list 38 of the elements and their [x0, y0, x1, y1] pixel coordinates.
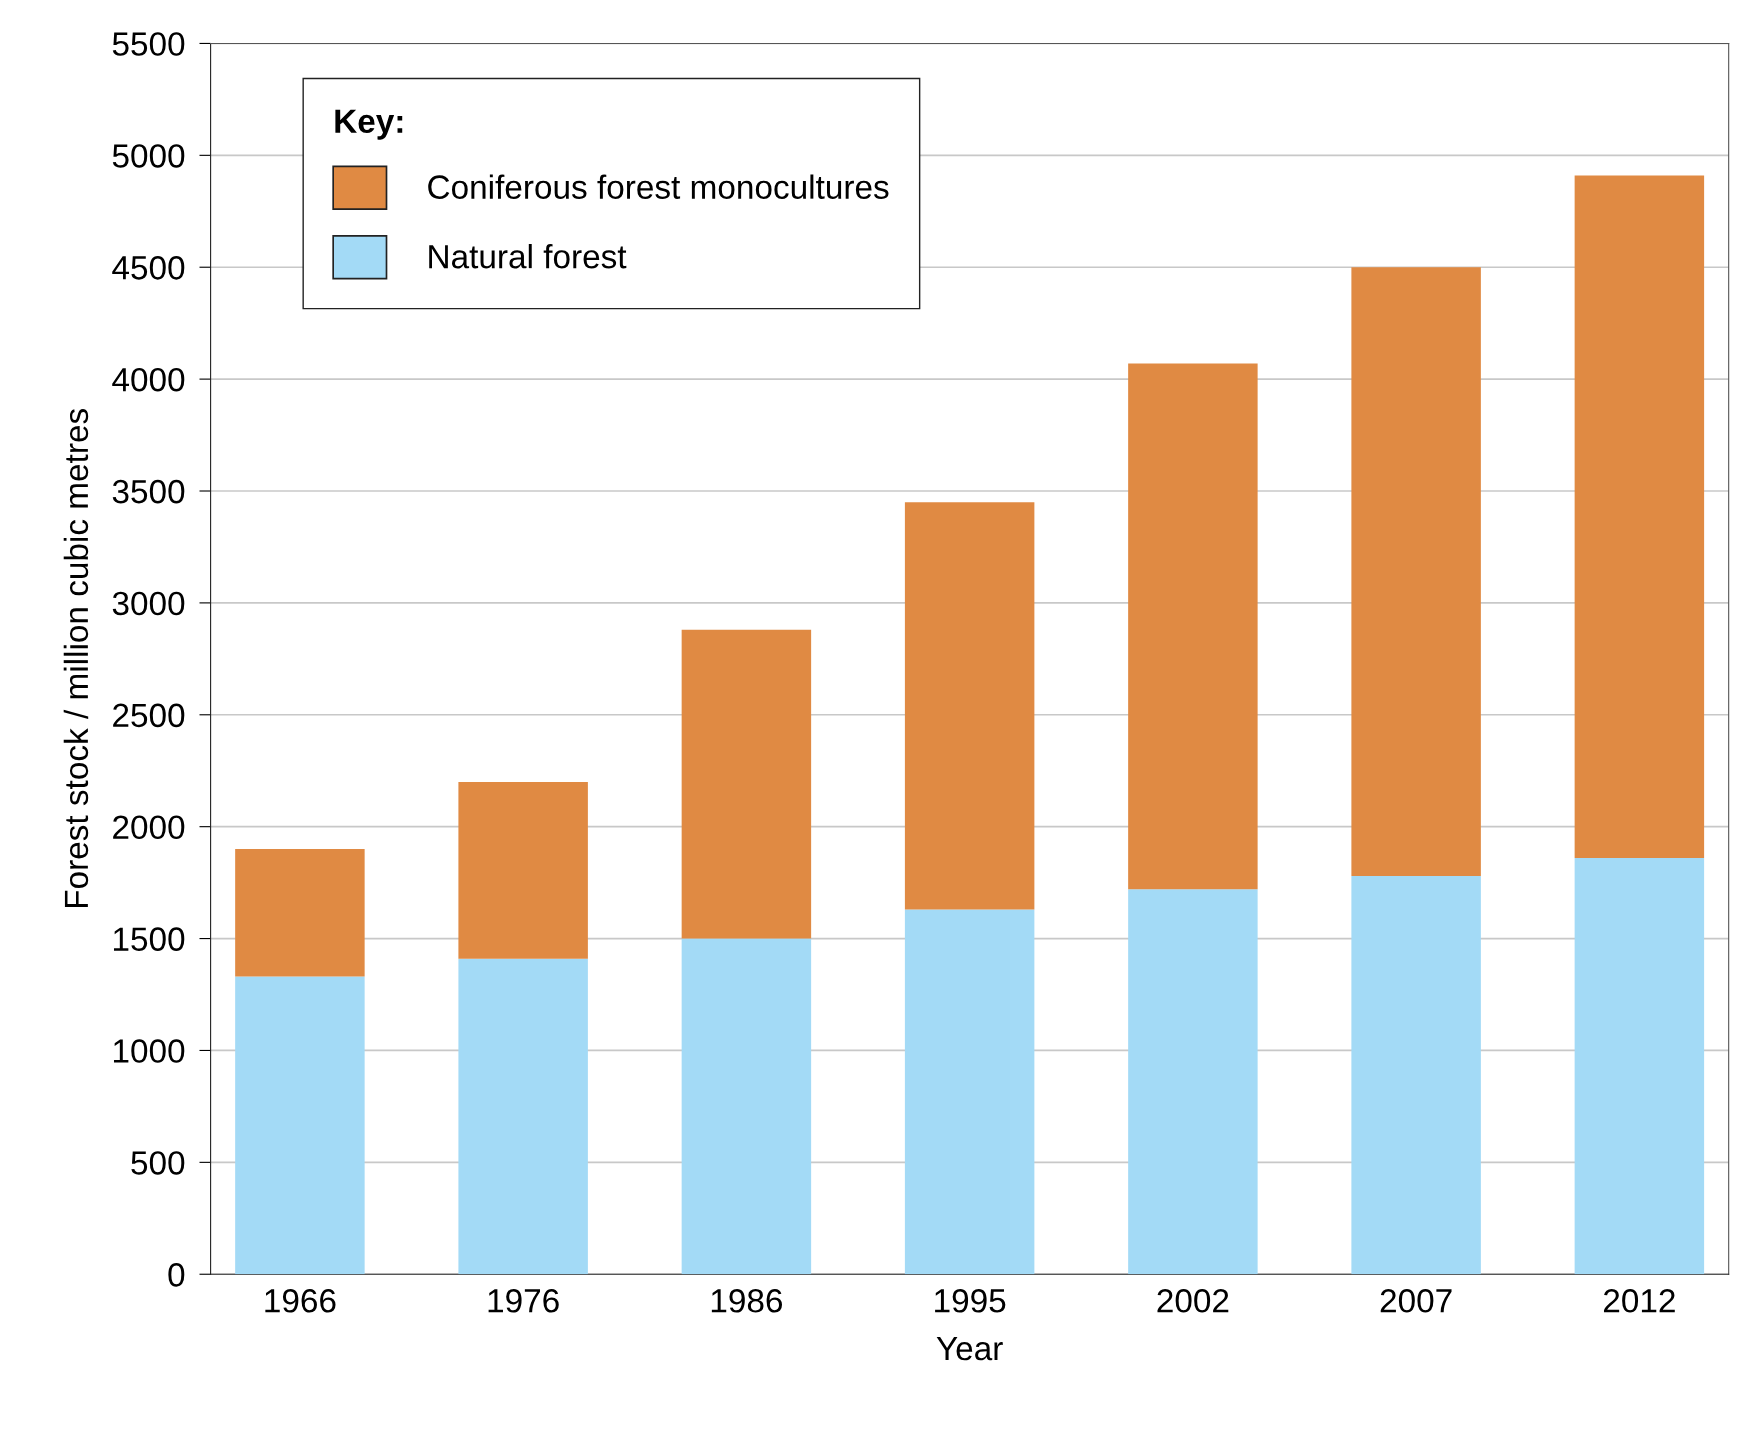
y-tick-label: 1500	[114, 927, 185, 951]
bar	[1351, 267, 1481, 876]
bar	[904, 909, 1035, 1275]
y-tick-label: 3500	[112, 479, 185, 504]
x-axis-title: Year	[936, 1337, 1003, 1361]
y-tick-label: 500	[131, 1151, 185, 1175]
bar	[1351, 875, 1481, 1275]
bar	[904, 502, 1035, 910]
x-tick-label: 2007	[1380, 1289, 1452, 1313]
bar	[458, 781, 588, 959]
x-tick-label: 1986	[711, 1289, 783, 1313]
bar	[681, 938, 812, 1275]
legend-title: Key:	[335, 109, 403, 140]
x-tick-label: 2012	[1603, 1289, 1675, 1313]
bar	[681, 629, 812, 939]
y-tick-label: 5500	[112, 32, 185, 56]
y-tick-label: 4500	[112, 256, 185, 280]
y-tick-label: 0	[168, 1263, 185, 1287]
bar	[458, 958, 588, 1275]
bar	[1574, 175, 1705, 859]
x-tick-label: 1976	[488, 1289, 559, 1313]
y-tick-label: 1000	[114, 1039, 185, 1063]
legend-label: Coniferous forest monocultures	[428, 174, 889, 199]
y-tick-label: 2000	[113, 815, 185, 840]
y-tick-label: 2500	[113, 703, 185, 728]
bar	[1128, 363, 1258, 890]
x-tick-label: 1995	[935, 1289, 1006, 1313]
x-tick-label: 1966	[265, 1289, 336, 1313]
bar	[235, 976, 365, 1275]
bar	[1574, 858, 1705, 1275]
x-tick-label: 2002	[1157, 1289, 1229, 1313]
bar	[235, 849, 365, 977]
legend-label: Natural forest	[429, 243, 627, 269]
y-tick-label: 4000	[112, 367, 185, 392]
y-tick-label: 3000	[112, 591, 185, 616]
bar	[1128, 889, 1258, 1275]
y-tick-label: 5000	[112, 144, 185, 168]
y-axis-title: Forest stock / million cubic metres	[63, 409, 89, 908]
